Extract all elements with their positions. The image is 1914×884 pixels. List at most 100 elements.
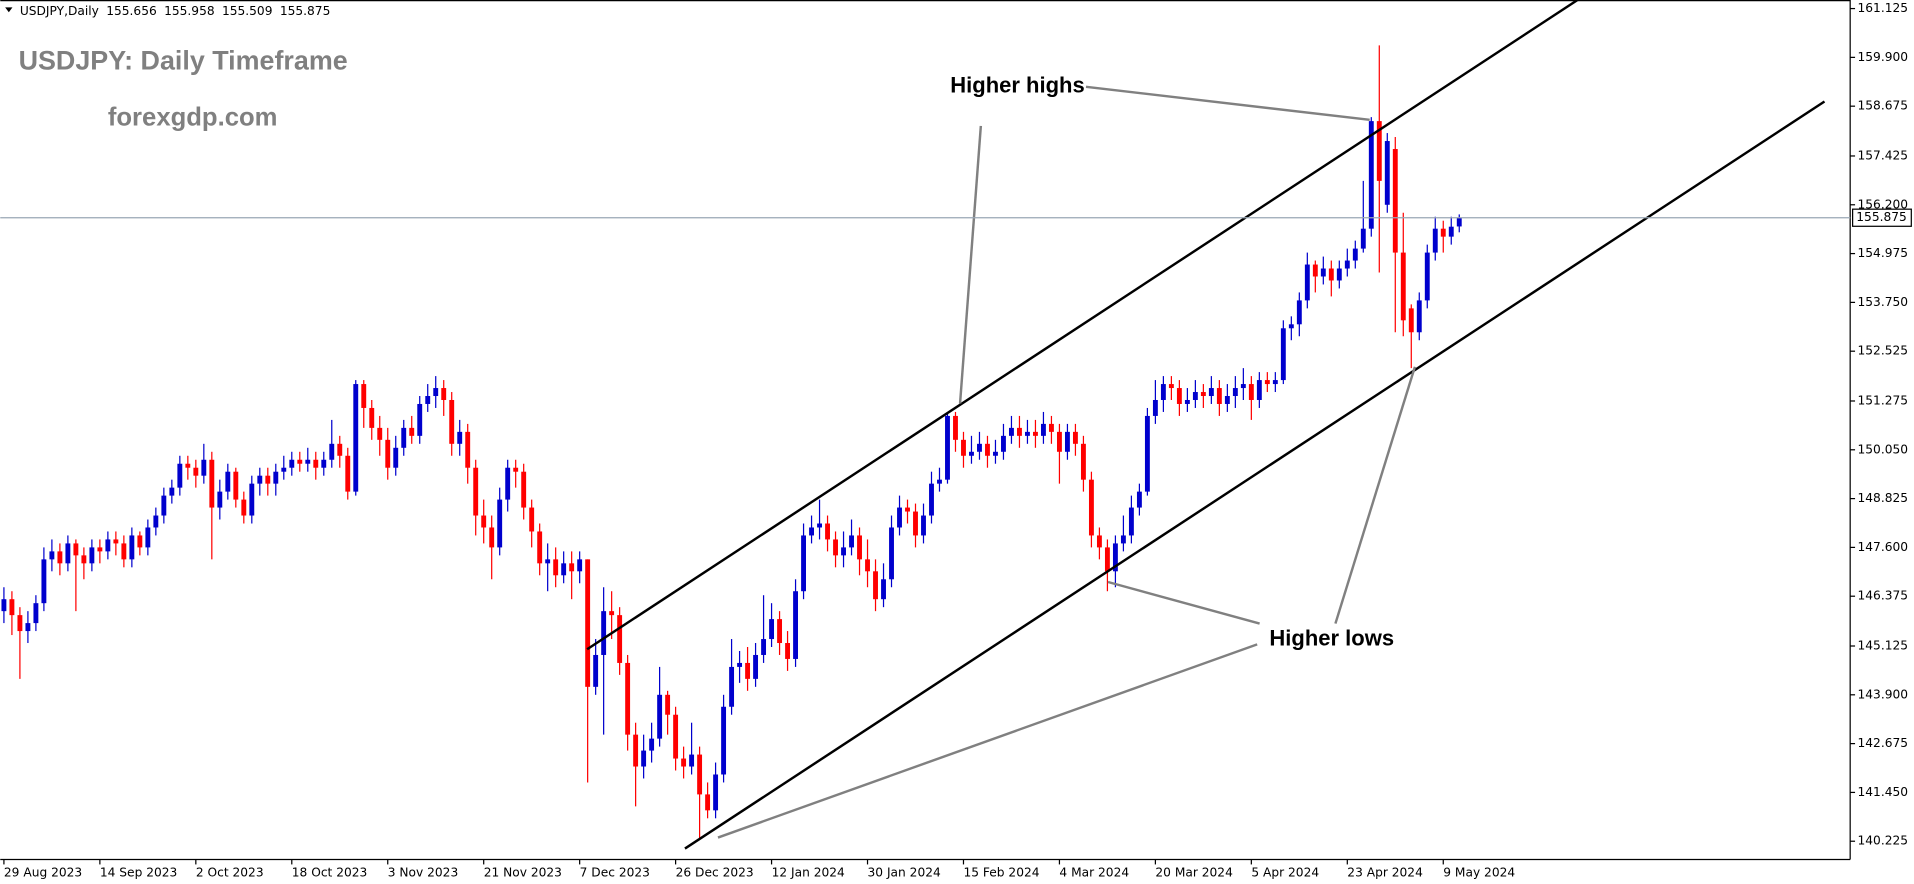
candle-body [625, 662, 631, 735]
candle-body [1392, 149, 1398, 253]
candle-body [73, 543, 79, 556]
candle-body [1248, 384, 1254, 400]
candle-body [1184, 399, 1190, 404]
candle-body [473, 467, 479, 516]
candle-body [97, 547, 103, 552]
candle-body [1432, 228, 1438, 253]
candle-body [433, 388, 439, 397]
candle-body [169, 487, 175, 496]
candle-body [721, 706, 727, 775]
candle-body [449, 399, 455, 444]
candle-body [497, 499, 503, 548]
candle-body [201, 459, 207, 476]
candle-body [249, 483, 255, 516]
candle-body [65, 543, 71, 564]
candle-body [1001, 435, 1006, 452]
candle-body [217, 491, 223, 508]
candle-body [409, 427, 415, 436]
candle-body [1104, 547, 1110, 572]
x-tick-label: 12 Jan 2024 [772, 865, 845, 879]
candle-body [337, 443, 343, 456]
candle-body [601, 611, 607, 655]
candle-body [1448, 226, 1454, 237]
chart-header: USDJPY,Daily 155.656 155.958 155.509 155.875 [20, 4, 331, 18]
candle-body [297, 459, 303, 464]
candle-body [441, 388, 447, 400]
candle-body [185, 463, 191, 468]
candle-body [1064, 431, 1070, 452]
candle-body [1288, 324, 1294, 329]
menu-arrow[interactable] [5, 7, 13, 13]
candle-body [1160, 384, 1166, 400]
candle-body [1216, 388, 1222, 404]
candle-body [1176, 388, 1182, 404]
candle-body [681, 758, 687, 767]
candle-body [273, 471, 279, 484]
candle-body [89, 547, 95, 564]
candle-body [1312, 264, 1318, 277]
pointer-line [958, 125, 983, 404]
candle-body [1256, 380, 1262, 400]
x-tick-label: 20 Mar 2024 [1155, 865, 1233, 879]
candle-body [1048, 423, 1054, 432]
candle-body [1168, 384, 1174, 389]
candle-body [777, 619, 783, 644]
candle-body [673, 714, 679, 759]
candle-body [889, 527, 894, 580]
candle-body [1360, 228, 1366, 249]
upper-channel-line [586, 0, 1579, 651]
x-tick-label: 29 Aug 2023 [4, 865, 82, 879]
candle-body [1376, 121, 1382, 181]
candle-body [1296, 300, 1302, 325]
candle-body [1136, 491, 1142, 508]
candle-body [617, 615, 623, 663]
annotation: Higher highs [950, 73, 1084, 98]
candle-body [1025, 431, 1030, 436]
lower-channel-line [684, 100, 1826, 850]
candle-body [1033, 431, 1038, 436]
candle-body [281, 467, 287, 472]
candle-body [793, 591, 799, 659]
candle-body [929, 483, 934, 516]
candle-body [1336, 268, 1342, 281]
y-tick-label: 159.900 [1858, 50, 1909, 64]
candle-body [161, 495, 167, 516]
candle-body [769, 619, 775, 640]
y-tick-label: 157.425 [1858, 148, 1909, 162]
candle-body [489, 527, 495, 548]
candle-body [665, 694, 671, 715]
candle-body [1344, 260, 1350, 269]
candle-body [1096, 535, 1102, 548]
candle-body [225, 471, 231, 492]
candle-body [313, 459, 319, 468]
candle-body [785, 643, 791, 659]
candle-body [1232, 388, 1238, 397]
candle-body [985, 443, 990, 456]
candle-body [921, 515, 926, 536]
candle-body [17, 615, 23, 632]
candle-body [905, 507, 910, 512]
candle-body [137, 535, 143, 548]
candle-body [1400, 252, 1406, 321]
candle-body [1072, 431, 1078, 444]
candle-body [801, 535, 806, 592]
candle-body [1304, 264, 1310, 301]
candle-body [1280, 328, 1286, 381]
candle-body [385, 439, 391, 468]
candle-body [945, 415, 950, 480]
candle-body [897, 507, 902, 528]
x-tick-label: 30 Jan 2024 [868, 865, 941, 879]
candle-body [481, 515, 487, 528]
candle-body [841, 547, 846, 556]
candle-body [153, 515, 159, 528]
y-tick-label: 152.525 [1858, 344, 1909, 358]
x-tick-label: 3 Nov 2023 [388, 865, 459, 879]
candle-body [241, 499, 247, 516]
candle-body [729, 666, 735, 707]
candle-body [265, 475, 271, 484]
y-tick-label: 146.375 [1858, 589, 1909, 603]
chart-title: USDJPY: Daily Timeframe [19, 45, 348, 75]
candle-body [1408, 308, 1414, 333]
